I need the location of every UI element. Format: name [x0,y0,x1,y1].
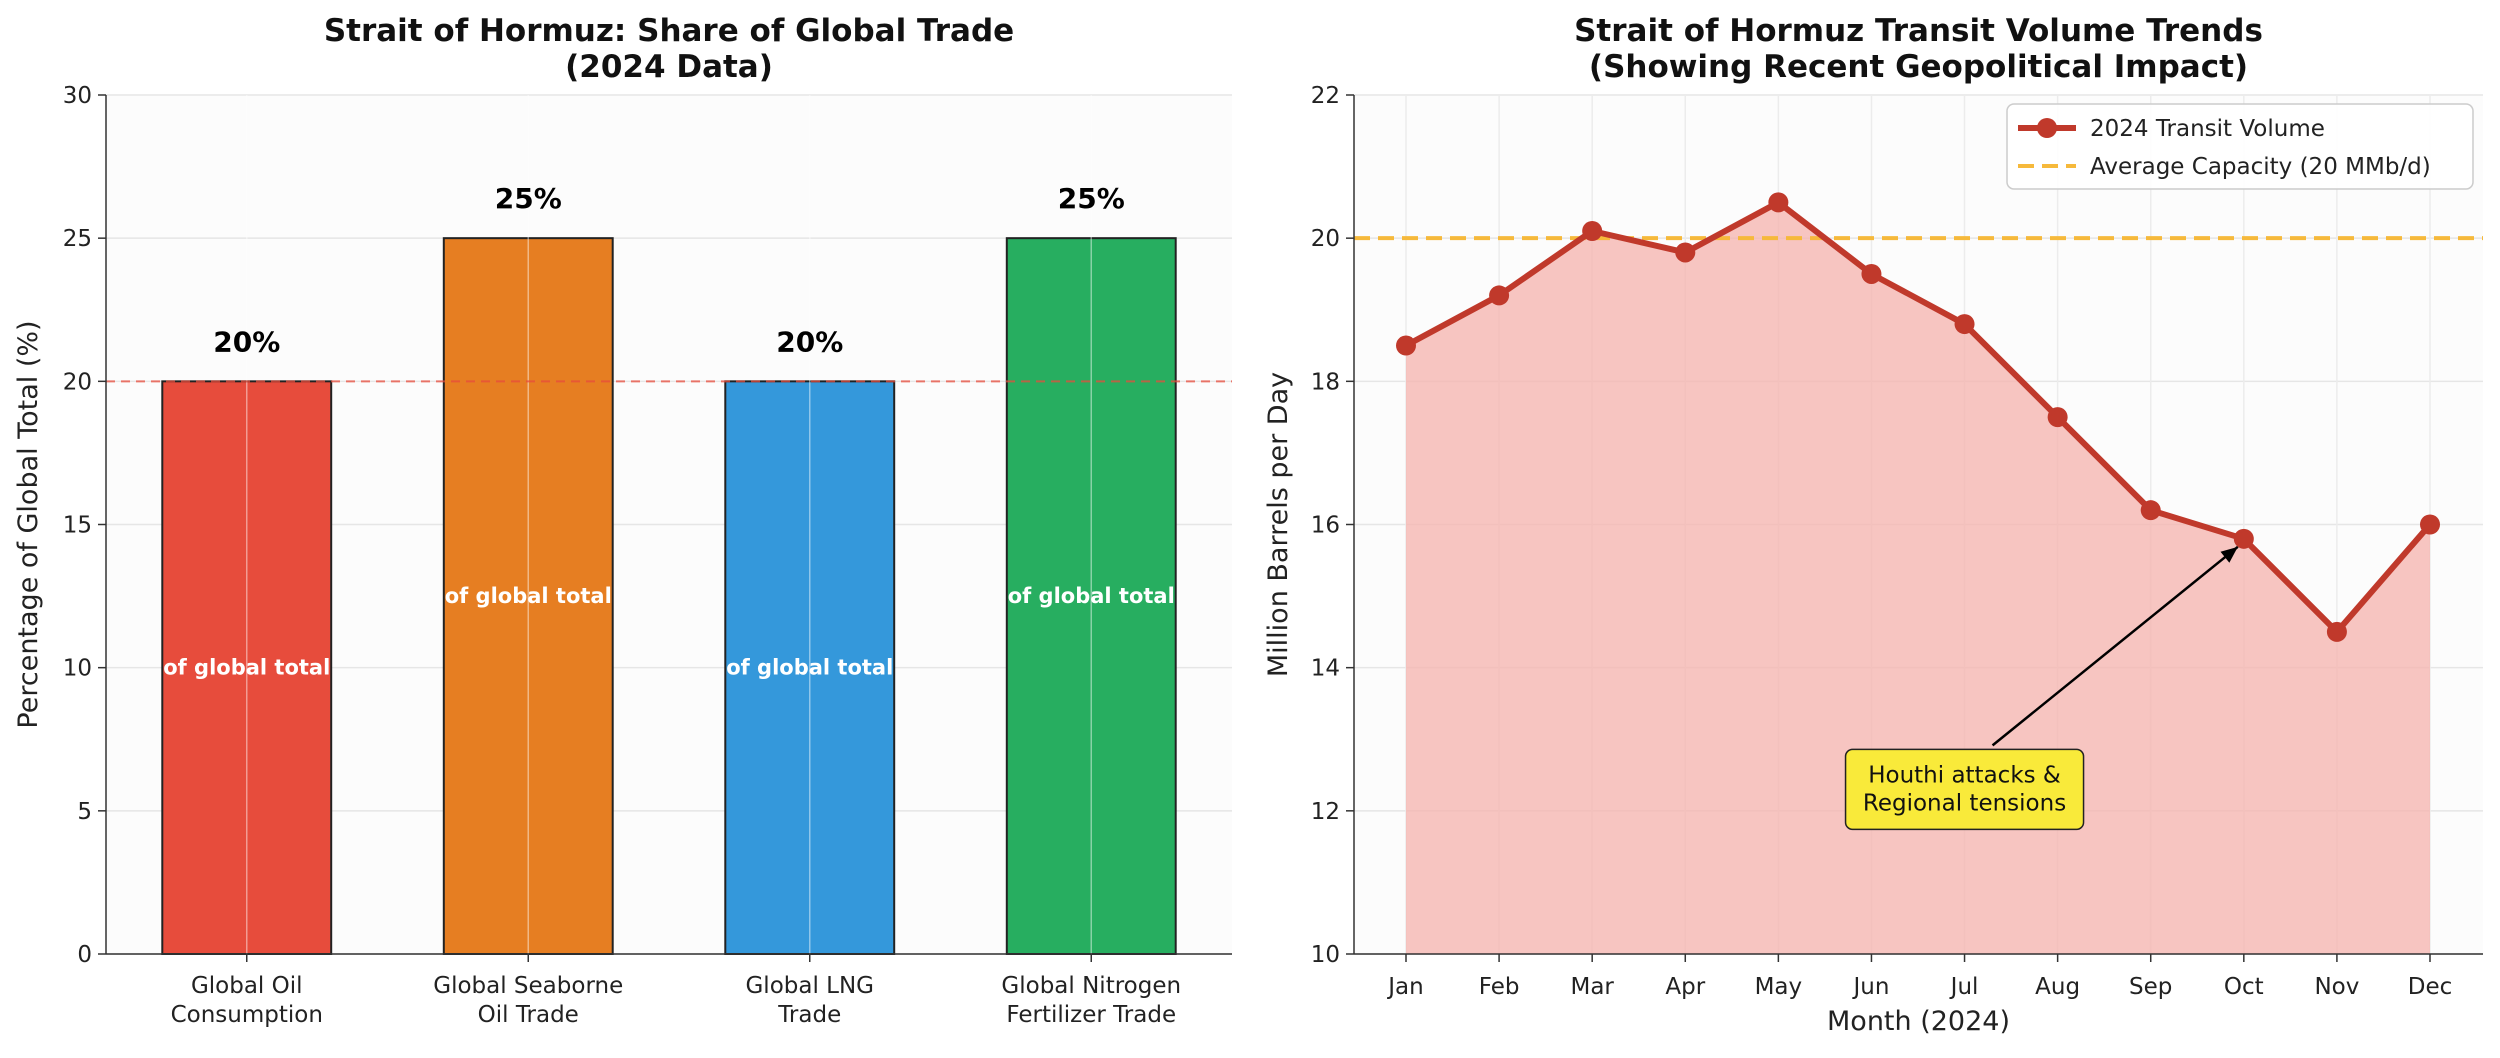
data-point [2233,528,2254,549]
annotation-box [1844,748,2085,831]
y-tick-label: 10 [1311,942,1340,968]
bar-inner-label: of global total [163,656,330,680]
x-tick-label: Nov [2314,974,2359,1000]
x-tick-label-line: Fertilizer Trade [1006,1002,1176,1028]
annotation-arrowhead [2220,546,2238,563]
y-tick-label: 14 [1311,656,1340,682]
x-tick-label: Global Nitrogen Fertilizer Trade [1001,973,1181,1028]
x-tick-label: Global Oil Consumption [171,973,323,1028]
x-tick-label: Jan [1386,974,1423,1000]
x-tick-label: Jun [1851,974,1889,1000]
bar-inner-label: of global total [445,584,612,608]
data-point [1396,335,1416,356]
annotation-text-line: Regional tensions [1863,790,2066,816]
x-tick-label: Oct [2224,974,2264,1000]
y-tick-label: 18 [1311,369,1340,395]
x-tick-label: Mar [1570,974,1614,1000]
y-tick-label: 16 [1311,513,1340,539]
x-tick-label: Feb [1479,974,1520,1000]
y-tick-label: 10 [63,656,92,682]
y-tick-label: 20 [63,369,92,395]
y-tick-label: 12 [1311,799,1340,825]
x-tick-label-line: Global Nitrogen [1001,973,1181,999]
x-tick-label-line: Trade [777,1002,841,1028]
chart-title: Strait of Hormuz: Share of Global Trade(… [324,13,1014,85]
bar-value-label: 20% [776,325,843,358]
x-tick-label: Apr [1665,974,1705,1000]
data-point [1489,285,1510,306]
legend-label: Average Capacity (20 MMb/d) [2090,154,2431,180]
x-tick-label: Jul [1949,974,1979,1000]
chart-title: Strait of Hormuz Transit Volume Trends (S… [1574,13,2263,85]
y-tick-label: 22 [1311,83,1340,109]
x-tick-label: Global LNG Trade [745,973,874,1028]
annotation-text: Houthi attacks & Regional tensions [1863,762,2066,816]
x-tick-label: Global Seaborne Oil Trade [433,973,623,1028]
data-point [2326,621,2347,642]
data-point [2420,514,2440,535]
bar-value-label: 25% [495,182,562,215]
left-chart-share-of-global-trade: 20% of global total 25% of global total 20% o… [13,13,1232,1028]
chart-title-line: Strait of Hormuz Transit Volume Trends [1574,13,2263,49]
bar-inner-label: of global total [726,656,893,680]
bar [442,237,614,955]
chart-title-line: (2024 Data) [565,49,773,85]
data-point [1768,192,1789,213]
x-tick-label: Sep [2129,974,2172,1000]
chart-title-line: Strait of Hormuz: Share of Global Trade [324,13,1014,49]
y-axis-label: Percentage of Global Total (%) [13,320,44,728]
legend-frame [2006,103,2474,190]
x-tick-label-line: Oil Trade [478,1002,579,1028]
x-axis-label: Month (2024) [1827,1006,2010,1037]
x-tick-label-line: Global Oil [191,973,303,999]
x-tick-label: Dec [2408,974,2453,1000]
y-tick-label: 0 [77,942,92,968]
chart-title-line: (Showing Recent Geopolitical Impact) [1589,49,2248,85]
series-area-fill [1406,202,2430,954]
bar [1005,237,1177,955]
annotation-text-line: Houthi attacks & [1868,762,2061,788]
x-tick-label-line: Consumption [171,1002,323,1028]
x-tick-label: May [1755,974,1803,1000]
data-point [1675,242,1696,263]
y-tick-label: 20 [1311,226,1340,252]
y-axis-label: Million Barrels per Day [1263,372,1294,677]
data-point [1954,314,1975,335]
annotation-arrow [1991,545,2239,747]
x-tick-label-line: Global LNG [745,973,874,999]
data-point [1861,263,1882,284]
right-chart-transit-volume-trends: 10 12 14 16 18 20 22 Jan Feb Mar Apr May Jun Jul Aug Se… [1263,13,2483,1037]
legend-label: 2024 Transit Volume [2090,116,2325,142]
legend-swatch-marker [2037,118,2057,138]
data-point [2140,500,2161,521]
y-tick-label: 15 [63,513,92,539]
bar-value-label: 20% [213,325,280,358]
y-tick-label: 5 [77,799,92,825]
legend: 2024 Transit Volume Average Capacity (20 … [2006,103,2474,190]
y-tick-label: 25 [63,226,92,252]
x-tick-label-line: Global Seaborne [433,973,623,999]
data-point [1582,221,1603,242]
series-line [1404,199,2433,635]
bar-inner-label: of global total [1008,584,1175,608]
x-tick-label: Aug [2035,974,2080,1000]
data-point [2047,407,2068,428]
y-tick-label: 30 [63,83,92,109]
bar-value-label: 25% [1058,182,1125,215]
